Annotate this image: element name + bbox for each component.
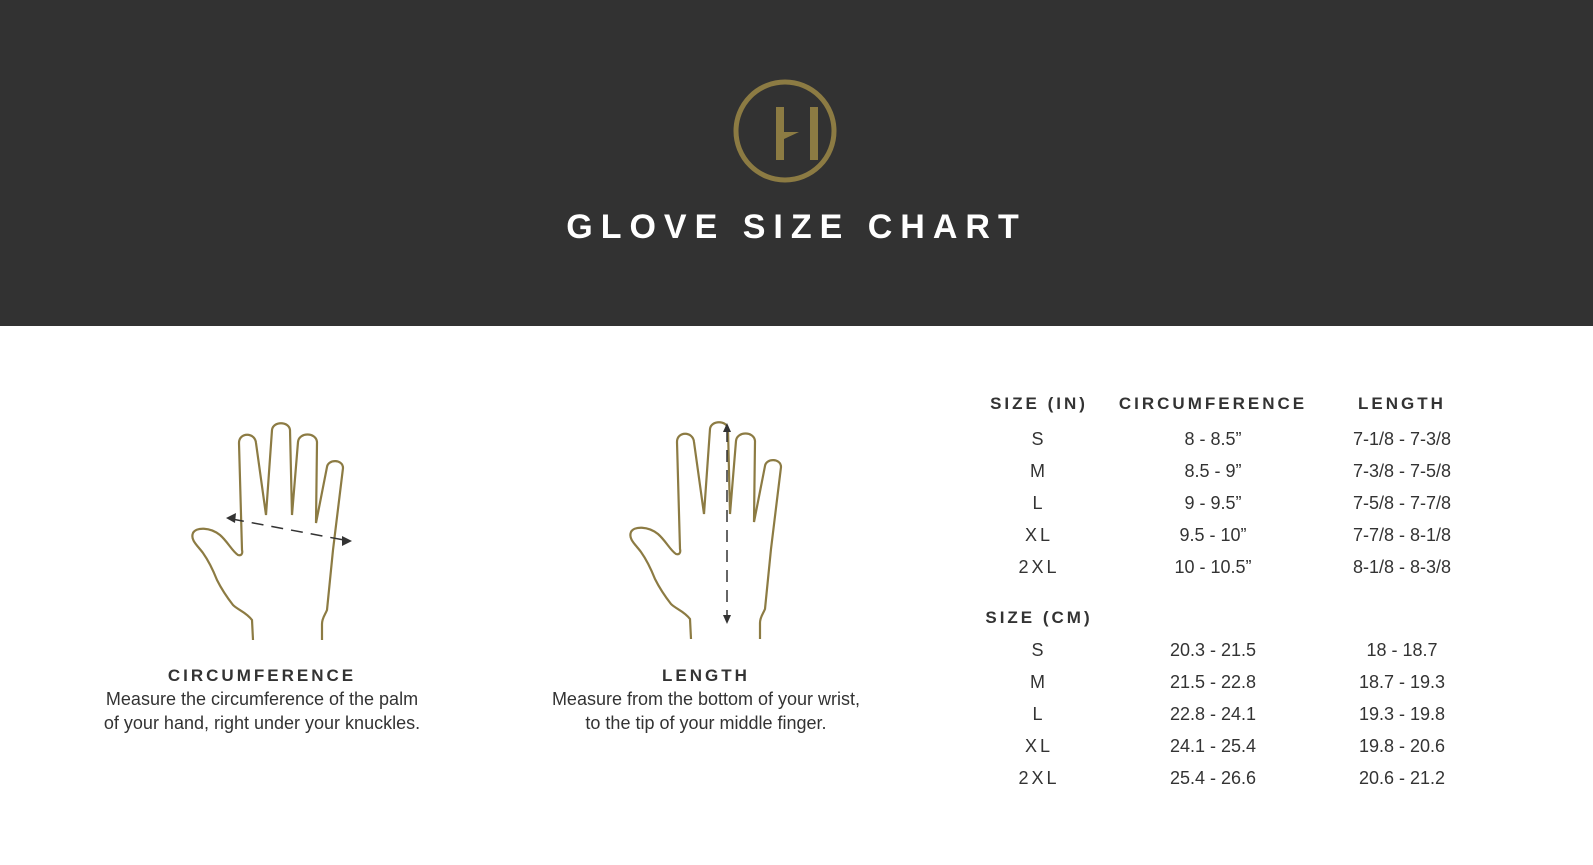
- table-cell: 8.5 - 9”: [1184, 461, 1242, 481]
- table-cell: 2XL: [1018, 557, 1060, 577]
- guide-heading: CIRCUMFERENCE: [167, 666, 357, 685]
- guide-heading: LENGTH: [662, 666, 750, 685]
- table-cell: 19.8 - 20.6: [1358, 736, 1446, 756]
- table-cell: 7-7/8 - 8-1/8: [1352, 525, 1452, 545]
- table-cell: 8 - 8.5”: [1184, 429, 1242, 449]
- table-cell: 25.4 - 26.6: [1169, 768, 1257, 788]
- guide-line: Measure the circumference of the palm: [105, 689, 419, 709]
- table-cell: 20.3 - 21.5: [1169, 640, 1257, 660]
- table-cell: 8-1/8 - 8-3/8: [1352, 557, 1452, 577]
- table-cell: 9.5 - 10”: [1179, 525, 1247, 545]
- hand-circumference-icon: [191, 422, 352, 642]
- column-header: LENGTH: [1358, 394, 1446, 413]
- length-guide: LENGTH Measure from the bottom of your w…: [496, 665, 916, 735]
- table-cell: 7-1/8 - 7-3/8: [1352, 429, 1452, 449]
- table-cell: 19.3 - 19.8: [1358, 704, 1446, 724]
- table-cell: 21.5 - 22.8: [1169, 672, 1257, 692]
- cm-section-header: SIZE (CM): [985, 608, 1093, 627]
- column-header: CIRCUMFERENCE: [1118, 394, 1308, 413]
- table-cell: M: [1030, 461, 1048, 481]
- guide-line: of your hand, right under your knuckles.: [103, 713, 421, 733]
- table-cell: 20.6 - 21.2: [1358, 768, 1446, 788]
- table-cell: 7-5/8 - 7-7/8: [1352, 493, 1452, 513]
- guide-line: Measure from the bottom of your wrist,: [551, 689, 861, 709]
- table-cell: 7-3/8 - 7-5/8: [1352, 461, 1452, 481]
- h-circle-logo: [733, 79, 837, 183]
- table-cell: 18 - 18.7: [1366, 640, 1438, 660]
- table-cell: L: [1032, 493, 1046, 513]
- table-cell: S: [1031, 640, 1047, 660]
- header-banner: [0, 0, 1593, 326]
- table-cell: 10 - 10.5”: [1174, 557, 1252, 577]
- page-title: GLOVE SIZE CHART: [566, 208, 1027, 246]
- table-cell: XL: [1024, 736, 1054, 756]
- table-cell: S: [1031, 429, 1047, 449]
- table-cell: L: [1032, 704, 1046, 724]
- table-cell: M: [1030, 672, 1048, 692]
- table-cell: XL: [1024, 525, 1054, 545]
- table-cell: 22.8 - 24.1: [1169, 704, 1257, 724]
- guide-line: to the tip of your middle finger.: [585, 713, 827, 733]
- circumference-guide: CIRCUMFERENCE Measure the circumference …: [52, 665, 472, 735]
- table-cell: 9 - 9.5”: [1184, 493, 1242, 513]
- column-header: SIZE (IN): [990, 394, 1088, 413]
- table-cell: 24.1 - 25.4: [1169, 736, 1257, 756]
- table-cell: 2XL: [1018, 768, 1060, 788]
- hand-length-icon: [629, 421, 783, 641]
- table-cell: 18.7 - 19.3: [1358, 672, 1446, 692]
